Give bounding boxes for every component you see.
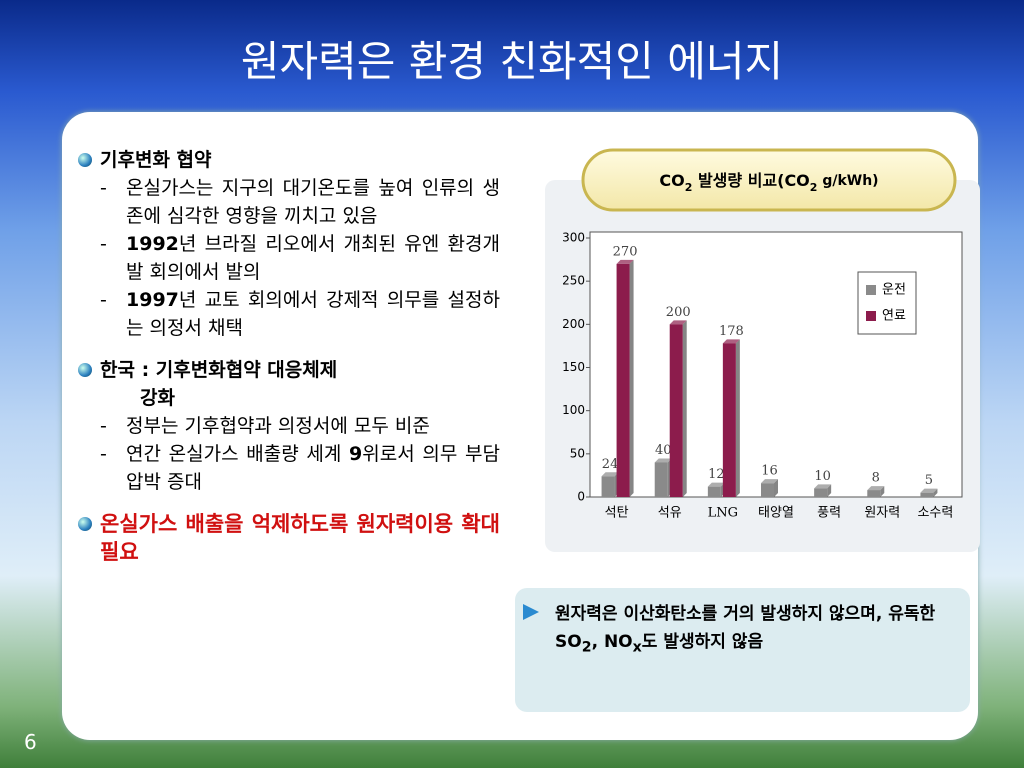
bar [867,490,881,497]
bar-side [774,479,778,497]
bullet-text: 강화 [140,387,175,409]
value-label: 178 [719,324,744,339]
arrow-icon [523,604,539,620]
sub-bullet: -1992년 브라질 리오에서 개최된 유엔 환경개발 회의에서 발의 [78,230,500,286]
bar-top [920,488,938,493]
dash: - [100,177,107,199]
callout-text: 원자력은 이산화탄소를 거의 발생하지 않으며, 유독한 SO2, NOx도 발… [555,600,955,661]
y-tick-label: 300 [562,231,585,245]
dash: - [100,289,107,311]
bullet: 기후변화 협약 [78,146,500,174]
y-tick-label: 250 [562,274,585,288]
bar-top [761,479,778,484]
bar-top [654,458,672,463]
value-label: 8 [872,471,880,486]
sub-text: 연간 온실가스 배출량 세계 [126,443,350,465]
y-tick-label: 150 [562,360,585,374]
year: 1992 [126,233,179,255]
bar [669,324,683,497]
chart-title-pill [581,148,957,212]
y-tick-label: 0 [577,490,585,504]
dash: - [100,415,107,437]
bullet-text: 한국 : 기후변화협약 대응체제 [100,359,338,381]
bullet-text: 온실가스 배출을 억제하도록 원자력이용 확대 필요 [100,512,500,564]
bullet-list: 기후변화 협약 - 온실가스는 지구의 대기온도를 높여 인류의 생존에 심각한 … [78,140,500,566]
dash: - [100,233,107,255]
sub-text: 위로서 의무 부담 압박 증대 [126,443,500,493]
x-tick-label: 원자력 [864,506,900,521]
bullet: 온실가스 배출을 억제하도록 원자력이용 확대 필요 [78,510,500,566]
bar [616,263,630,497]
chart-title: CO2 발생량 비교(CO2 g/kWh) [659,171,878,194]
sub-text: 년 교토 회의에서 강제적 의무를 설정하는 의정서 채택 [126,289,500,339]
bar-side [735,339,740,497]
sub-text: 년 브라질 리오에서 개최된 유엔 환경개발 회의에서 발의 [126,233,500,283]
callout-box [515,588,970,712]
value-label: 10 [814,469,831,484]
bar-top [722,339,740,344]
subscript: 2 [581,639,592,656]
year: 1997 [126,289,179,311]
legend-label: 연료 [882,309,906,324]
x-tick-label: 풍력 [817,506,841,521]
slide-title: 원자력은 환경 친화적인 에너지 [240,37,784,86]
bar-side [880,486,885,497]
text: , NO [591,632,633,652]
subscript: x [632,639,642,656]
bar-side [682,320,687,497]
sub-bullet: -1997년 교토 회의에서 강제적 의무를 설정하는 의정서 채택 [78,286,500,342]
page-number: 6 [24,730,37,754]
legend-swatch [866,285,876,295]
value-label: 270 [613,244,638,259]
legend-swatch [866,311,876,321]
bar-side [827,484,832,497]
bar-top [601,472,619,477]
sub-bullet: - 온실가스는 지구의 대기온도를 높여 인류의 생존에 심각한 영향을 끼치고 … [78,174,500,230]
sub-text: 온실가스는 지구의 대기온도를 높여 인류의 생존에 심각한 영향을 끼치고 있… [126,177,500,227]
dash: - [100,443,107,465]
bar-top [616,259,634,264]
bar [707,486,721,497]
value-label: 200 [666,305,691,320]
x-tick-label: 태양열 [758,506,794,521]
text: 원자력은 이산화탄소를 거의 발생하지 않으며, 유독한 SO [555,604,936,652]
value-label: 16 [761,464,778,479]
bar-top [814,484,832,489]
bar-top [707,482,725,487]
x-tick-label: 석탄 [605,506,629,521]
value-label: 12 [708,467,725,482]
legend-box [857,271,917,335]
text: 도 발생하지 않음 [641,632,764,652]
bar-top [867,486,885,491]
y-tick-label: 50 [570,446,585,460]
value-label: 5 [925,473,933,488]
bar [761,483,774,497]
bullet-text: 기후변화 협약 [100,149,212,171]
bar-top [669,320,687,325]
bar [601,476,615,497]
bar-side [629,259,634,497]
bar [920,492,934,497]
rank: 9 [349,443,363,465]
value-label: 40 [655,443,672,458]
sub-bullet: - 정부는 기후협약과 의정서에 모두 비준 [78,412,500,440]
legend-label: 운전 [882,283,906,298]
x-tick-label: 석유 [658,506,682,521]
bar-side [933,488,938,497]
bar [814,488,828,497]
sub-text: 정부는 기후협약과 의정서에 모두 비준 [126,415,430,437]
bar [722,343,736,497]
x-tick-label: 소수력 [917,506,953,521]
y-tick-label: 200 [562,317,585,331]
value-label: 24 [602,457,619,472]
y-tick-label: 100 [562,403,585,417]
bar [654,462,668,497]
x-tick-label: LNG [708,506,738,521]
sub-bullet: - 연간 온실가스 배출량 세계 9위로서 의무 부담 압박 증대 [78,440,500,496]
